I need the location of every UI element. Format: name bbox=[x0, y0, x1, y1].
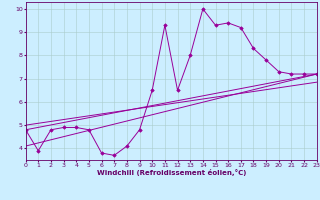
X-axis label: Windchill (Refroidissement éolien,°C): Windchill (Refroidissement éolien,°C) bbox=[97, 169, 246, 176]
